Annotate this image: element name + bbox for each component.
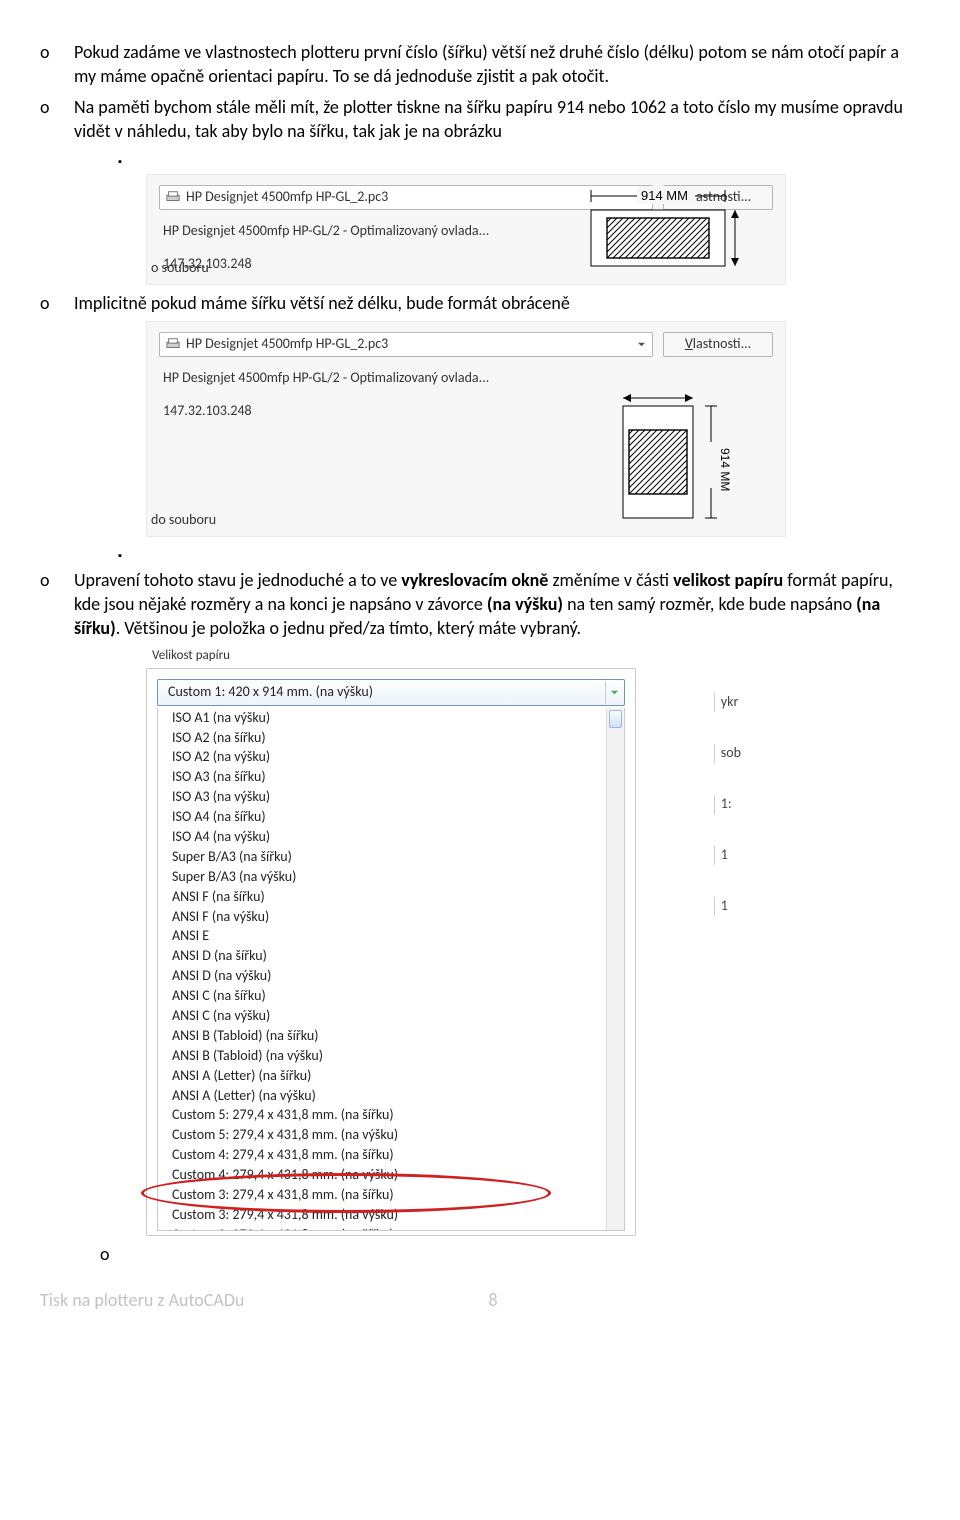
paper-size-option[interactable]: ANSI C (na šířku) bbox=[158, 987, 624, 1007]
doc-body: o Pokud zadáme ve vlastnostech plotteru … bbox=[40, 40, 920, 1266]
paper-size-option[interactable]: Custom 3: 279,4 x 431,8 mm. (na šířku) bbox=[158, 1186, 624, 1206]
properties-button[interactable]: Vlastnosti... bbox=[663, 332, 773, 357]
paper-preview-portrait: 914 MM bbox=[563, 386, 753, 526]
svg-text:914 MM: 914 MM bbox=[718, 448, 732, 491]
plotter-icon bbox=[166, 190, 180, 204]
paper-size-option[interactable]: ANSI A (Letter) (na šířku) bbox=[158, 1066, 624, 1086]
paper-size-option[interactable]: ISO A3 (na šířku) bbox=[158, 768, 624, 788]
paper-size-option[interactable]: ANSI E bbox=[158, 927, 624, 947]
bullet-3: o Implicitně pokud máme šířku větší než … bbox=[40, 291, 920, 315]
sub-bullet-1: ▪ bbox=[118, 149, 920, 170]
paper-preview-landscape: 914 MM bbox=[563, 182, 753, 274]
screenshot-plotter-portrait: HP Designjet 4500mfp HP-GL_2.pc3 Vlastno… bbox=[146, 321, 786, 537]
file-label: do souboru bbox=[151, 511, 216, 530]
bullet-marker: o bbox=[40, 568, 74, 641]
bullet-3-text: Implicitně pokud máme šířku větší než dé… bbox=[74, 291, 920, 315]
paper-size-combo-label: Custom 1: 420 x 914 mm. (na výšku) bbox=[168, 683, 373, 700]
properties-button-label: Vlastnosti... bbox=[685, 335, 751, 354]
bullet-2: o Na paměti bychom stále měli mít, že pl… bbox=[40, 95, 920, 144]
driver-name: HP Designjet 4500mfp HP-GL/2 - Optimaliz… bbox=[163, 369, 773, 388]
paper-size-option[interactable]: ISO A4 (na šířku) bbox=[158, 808, 624, 828]
paper-size-option[interactable]: ANSI B (Tabloid) (na šířku) bbox=[158, 1026, 624, 1046]
plotter-icon bbox=[166, 337, 180, 351]
fragment: sob bbox=[714, 744, 741, 763]
paper-size-option[interactable]: Custom 5: 279,4 x 431,8 mm. (na výšku) bbox=[158, 1126, 624, 1146]
paper-size-group: Custom 1: 420 x 914 mm. (na výšku) ISO A… bbox=[146, 668, 636, 1236]
sub-bullet-2: ▪ bbox=[118, 543, 920, 564]
paper-size-option[interactable]: ANSI A (Letter) (na výšku) bbox=[158, 1086, 624, 1106]
fragment: 1 bbox=[714, 846, 741, 865]
bullet-4: o Upravení tohoto stavu je jednoduché a … bbox=[40, 568, 920, 641]
scrollbar-thumb[interactable] bbox=[609, 710, 622, 728]
screenshot-paper-size: Velikost papíru Custom 1: 420 x 914 mm. … bbox=[146, 647, 636, 1236]
paper-size-option[interactable]: ANSI B (Tabloid) (na výšku) bbox=[158, 1046, 624, 1066]
group-label-paper-size: Velikost papíru bbox=[152, 647, 636, 665]
bullet-4-text: Upravení tohoto stavu je jednoduché a to… bbox=[74, 568, 920, 641]
printer-topbar: HP Designjet 4500mfp HP-GL_2.pc3 Vlastno… bbox=[159, 332, 773, 357]
square-bullet-icon: ▪ bbox=[118, 543, 146, 564]
fragment: 1: bbox=[714, 795, 741, 814]
paper-size-option[interactable]: Custom 4: 279,4 x 431,8 mm. (na šířku) bbox=[158, 1146, 624, 1166]
paper-size-option[interactable]: ISO A2 (na výšku) bbox=[158, 748, 624, 768]
paper-size-option[interactable]: ANSI C (na výšku) bbox=[158, 1007, 624, 1027]
page-footer: Tisk na plotteru z AutoCADu 8 bbox=[40, 1288, 920, 1312]
bullet-marker: o bbox=[40, 95, 74, 144]
cropped-right-fragments: ykr sob 1: 1 1 bbox=[714, 693, 741, 915]
paper-size-option[interactable]: Custom 3: 279,4 x 431,8 mm. (na výšku) bbox=[158, 1205, 624, 1225]
square-bullet-icon: ▪ bbox=[118, 149, 146, 170]
screenshot-plotter-landscape: HP Designjet 4500mfp HP-GL_2.pc3 VVlastn… bbox=[146, 174, 786, 285]
printer-combo[interactable]: HP Designjet 4500mfp HP-GL_2.pc3 bbox=[159, 332, 653, 357]
fragment: 1 bbox=[714, 897, 741, 916]
printer-combo-label: HP Designjet 4500mfp HP-GL_2.pc3 bbox=[186, 188, 388, 207]
paper-size-option[interactable]: ANSI F (na šířku) bbox=[158, 887, 624, 907]
footer-title: Tisk na plotteru z AutoCADu bbox=[40, 1289, 244, 1311]
paper-size-option[interactable]: ISO A3 (na výšku) bbox=[158, 788, 624, 808]
file-label: o souboru bbox=[151, 259, 209, 278]
paper-size-option[interactable]: ANSI D (na šířku) bbox=[158, 947, 624, 967]
chevron-down-icon bbox=[637, 340, 646, 349]
paper-size-combo[interactable]: Custom 1: 420 x 914 mm. (na výšku) bbox=[157, 679, 625, 706]
bullet-marker: o bbox=[40, 291, 74, 315]
paper-size-option[interactable]: Super B/A3 (na šířku) bbox=[158, 847, 624, 867]
chevron-down-icon bbox=[605, 682, 622, 703]
fragment: ykr bbox=[714, 693, 741, 712]
paper-size-option[interactable]: Custom 2: 279,4 x 431,8 mm. (na šířku) bbox=[158, 1225, 624, 1231]
svg-text:914 MM: 914 MM bbox=[641, 188, 688, 203]
bullet-1-text: Pokud zadáme ve vlastnostech plotteru pr… bbox=[74, 40, 920, 89]
bullet-2-text: Na paměti bychom stále měli mít, že plot… bbox=[74, 95, 920, 144]
printer-combo-label: HP Designjet 4500mfp HP-GL_2.pc3 bbox=[186, 335, 388, 354]
paper-size-listbox[interactable]: ISO A1 (na výšku)ISO A2 (na šířku)ISO A2… bbox=[157, 708, 625, 1231]
paper-size-option[interactable]: Super B/A3 (na výšku) bbox=[158, 867, 624, 887]
paper-size-option[interactable]: ISO A2 (na šířku) bbox=[158, 728, 624, 748]
paper-size-option[interactable]: ISO A1 (na výšku) bbox=[158, 708, 624, 728]
paper-size-option[interactable]: Custom 4: 279,4 x 431,8 mm. (na výšku) bbox=[158, 1166, 624, 1186]
trailing-bullet: o bbox=[100, 1242, 920, 1266]
bullet-marker: o bbox=[40, 40, 74, 89]
footer-page-number: 8 bbox=[488, 1288, 497, 1312]
paper-size-option[interactable]: Custom 5: 279,4 x 431,8 mm. (na šířku) bbox=[158, 1106, 624, 1126]
paper-size-option[interactable]: ANSI D (na výšku) bbox=[158, 967, 624, 987]
paper-size-option[interactable]: ISO A4 (na výšku) bbox=[158, 828, 624, 848]
paper-size-option[interactable]: ANSI F (na výšku) bbox=[158, 907, 624, 927]
bullet-1: o Pokud zadáme ve vlastnostech plotteru … bbox=[40, 40, 920, 89]
